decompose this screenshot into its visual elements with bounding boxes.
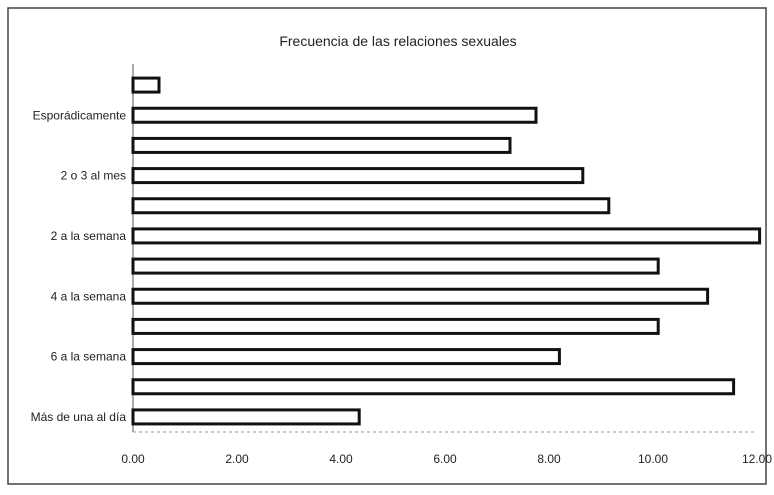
plot-area (132, 64, 757, 433)
bar (131, 348, 561, 366)
x-tick-label: 2.00 (225, 452, 249, 466)
bar (131, 317, 660, 335)
bar (131, 167, 585, 185)
y-tick-label: 2 a la semana (51, 229, 127, 243)
x-tick-label: 12.00 (742, 452, 772, 466)
bar (131, 408, 361, 426)
bar (131, 257, 660, 275)
x-axis-labels: 0.00 2.00 4.00 6.00 8.00 10.00 12.00 (121, 452, 772, 466)
x-tick-label: 6.00 (433, 452, 457, 466)
bar (131, 106, 538, 124)
bar (131, 287, 710, 305)
bars-group (131, 76, 762, 426)
x-tick-label: 0.00 (121, 452, 145, 466)
bar (131, 136, 512, 154)
chart-title: Frecuencia de las relaciones sexuales (279, 33, 516, 49)
x-tick-label: 4.00 (329, 452, 353, 466)
y-tick-label: Más de una al día (31, 410, 127, 424)
x-tick-label: 10.00 (638, 452, 668, 466)
bar (131, 197, 611, 215)
y-tick-label: Esporádicamente (33, 108, 127, 122)
y-tick-label: 4 a la semana (51, 289, 127, 303)
bar (131, 378, 736, 396)
y-axis-labels: Más de una al día 6 a la semana 4 a la sem… (31, 108, 127, 424)
y-tick-label: 2 o 3 al mes (61, 169, 126, 183)
bar (131, 227, 762, 245)
x-tick-label: 8.00 (537, 452, 561, 466)
y-tick-label: 6 a la semana (51, 350, 127, 364)
bar (131, 76, 161, 94)
